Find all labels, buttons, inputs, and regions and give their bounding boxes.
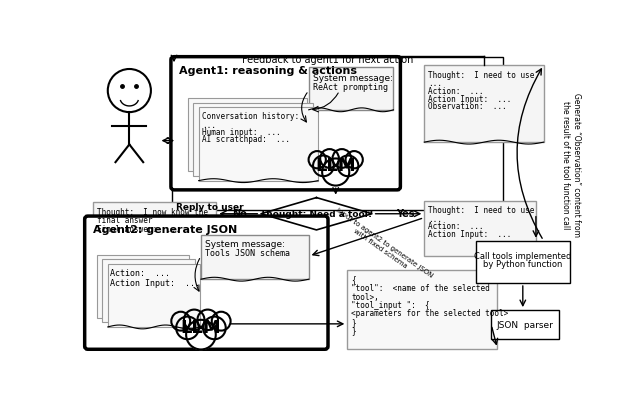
Bar	[188, 99, 307, 172]
Circle shape	[333, 150, 351, 169]
Text: Tools JSON schema: Tools JSON schema	[205, 249, 290, 258]
Bar	[172, 58, 503, 210]
Text: "tool_input ":  {: "tool_input ": {	[351, 300, 429, 309]
Bar	[193, 103, 312, 177]
Text: "tool":  <name of the selected: "tool": <name of the selected	[351, 283, 490, 292]
Text: Action Input:  ...: Action Input: ...	[110, 278, 200, 287]
Bar	[198, 108, 318, 181]
Text: Action Input:  ...: Action Input: ...	[428, 229, 511, 238]
Circle shape	[313, 156, 333, 177]
Bar	[476, 241, 570, 283]
Text: Agent1: reasoning & actions: Agent1: reasoning & actions	[179, 66, 357, 76]
Text: Thought: Need a tool?: Thought: Need a tool?	[260, 210, 373, 219]
Text: Action:  ...: Action: ...	[110, 268, 170, 277]
Text: Thought:  I need to use: Thought: I need to use	[428, 206, 534, 215]
Text: ...: ...	[428, 79, 442, 88]
Circle shape	[176, 317, 199, 339]
Bar	[308, 68, 394, 110]
Bar	[108, 264, 200, 327]
Circle shape	[198, 310, 218, 330]
Text: final answer: final answer	[97, 216, 152, 225]
Circle shape	[338, 156, 358, 177]
Text: Action:  ...: Action: ...	[428, 87, 484, 96]
Text: Conversation history:: Conversation history:	[202, 112, 300, 121]
Bar	[424, 66, 543, 143]
Bar	[424, 201, 536, 256]
Text: by Python function: by Python function	[483, 260, 563, 269]
Circle shape	[184, 310, 204, 330]
Bar	[97, 255, 189, 318]
Text: LLM: LLM	[180, 318, 221, 336]
Text: Action Input:  ...: Action Input: ...	[428, 94, 511, 103]
Text: Final Answer:  ...: Final Answer: ...	[97, 224, 180, 233]
Circle shape	[186, 320, 216, 350]
FancyBboxPatch shape	[84, 216, 328, 349]
Text: System message:: System message:	[205, 240, 285, 249]
Text: Yes: Yes	[396, 208, 414, 218]
Text: Reply to user: Reply to user	[175, 203, 243, 212]
Text: Generate “Observation” content from
the result of the tool function call: Generate “Observation” content from the …	[561, 92, 580, 236]
Text: Thought:  I now know the: Thought: I now know the	[97, 207, 208, 216]
Circle shape	[320, 150, 339, 169]
FancyBboxPatch shape	[171, 58, 401, 191]
Text: ReAct prompting: ReAct prompting	[312, 83, 388, 92]
Text: Agent2: generate JSON: Agent2: generate JSON	[93, 224, 237, 234]
Text: Action:  ...: Action: ...	[428, 222, 484, 231]
Text: <parameters for the selected tool>: <parameters for the selected tool>	[351, 309, 508, 318]
Text: Input to agent2 to generate JSON
with fixed schema: Input to agent2 to generate JSON with fi…	[330, 207, 433, 283]
Circle shape	[108, 70, 151, 113]
Text: {: {	[351, 275, 356, 284]
Circle shape	[308, 152, 326, 169]
Circle shape	[212, 312, 230, 331]
Bar	[93, 203, 216, 258]
Circle shape	[322, 159, 349, 186]
Text: Feedback to agent1 for next action: Feedback to agent1 for next action	[243, 55, 413, 65]
Text: ...: ...	[202, 121, 216, 130]
Text: Call tools implemented: Call tools implemented	[474, 251, 572, 260]
Text: System message:: System message:	[312, 74, 392, 83]
Text: AI scratchpad:  ...: AI scratchpad: ...	[202, 135, 291, 144]
Bar	[492, 310, 559, 339]
Circle shape	[172, 312, 190, 331]
Text: JSON  parser: JSON parser	[497, 320, 554, 329]
Text: Thought:  I need to use: Thought: I need to use	[428, 71, 534, 80]
Text: No: No	[232, 208, 247, 218]
Text: }: }	[351, 326, 356, 335]
Text: LLM: LLM	[316, 157, 356, 175]
Bar	[102, 260, 195, 323]
Text: Human input:  ...: Human input: ...	[202, 128, 281, 137]
Text: }: }	[351, 317, 356, 326]
Bar	[201, 235, 308, 279]
Text: tool>,: tool>,	[351, 292, 379, 301]
Text: ...: ...	[428, 214, 442, 223]
Text: Observation:  ...: Observation: ...	[428, 102, 507, 111]
Circle shape	[203, 317, 226, 339]
Circle shape	[346, 152, 363, 169]
Bar	[348, 270, 497, 348]
